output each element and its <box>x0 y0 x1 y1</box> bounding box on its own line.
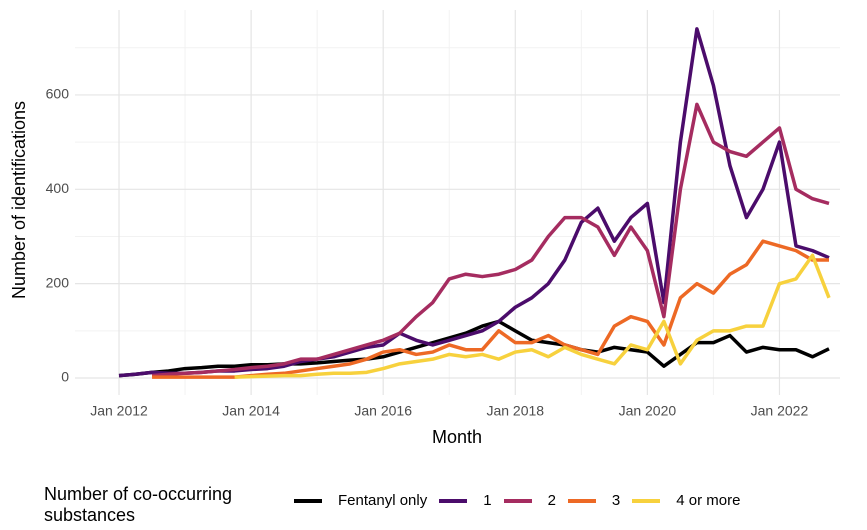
legend-item: Fentanyl only <box>294 492 427 509</box>
x-tick-label: Jan 2020 <box>619 403 677 419</box>
legend-swatch <box>503 498 532 503</box>
series-line <box>118 319 830 378</box>
chart: Number of identifications Month 0 200 400 6… <box>9 10 840 447</box>
legend-label: 4 or more <box>676 492 741 509</box>
y-tick-label: 400 <box>46 180 70 196</box>
legend-label: Fentanyl only <box>338 492 428 509</box>
y-tick-label: 0 <box>61 369 69 385</box>
x-tick-label: Jan 2022 <box>751 403 809 419</box>
x-axis-title: Month <box>432 427 482 447</box>
legend-swatch <box>439 498 468 503</box>
legend: Number of co-occurring substances Fentan… <box>44 484 752 526</box>
x-tick-label: Jan 2016 <box>354 403 412 419</box>
x-tick-label: Jan 2012 <box>90 403 148 419</box>
series-line <box>234 253 831 379</box>
legend-title: Number of co-occurring substances <box>44 484 233 525</box>
x-tick-label: Jan 2014 <box>222 403 280 419</box>
series-line <box>151 102 830 378</box>
y-tick-label: 200 <box>46 274 70 290</box>
legend-swatch <box>294 498 322 503</box>
y-axis-title: Number of identifications <box>9 101 29 299</box>
legend-item: 3 <box>567 492 621 509</box>
legend-item: 2 <box>503 492 556 509</box>
series-line <box>118 27 830 378</box>
legend-item: 1 <box>439 492 492 509</box>
legend-swatch <box>632 498 661 503</box>
legend-swatch <box>567 498 596 503</box>
legend-item: 4 or more <box>632 492 740 509</box>
legend-label: 2 <box>547 492 556 509</box>
x-tick-label: Jan 2018 <box>486 403 544 419</box>
legend-label: 1 <box>483 492 492 509</box>
y-tick-label: 600 <box>46 86 70 102</box>
legend-label: 3 <box>611 492 621 509</box>
